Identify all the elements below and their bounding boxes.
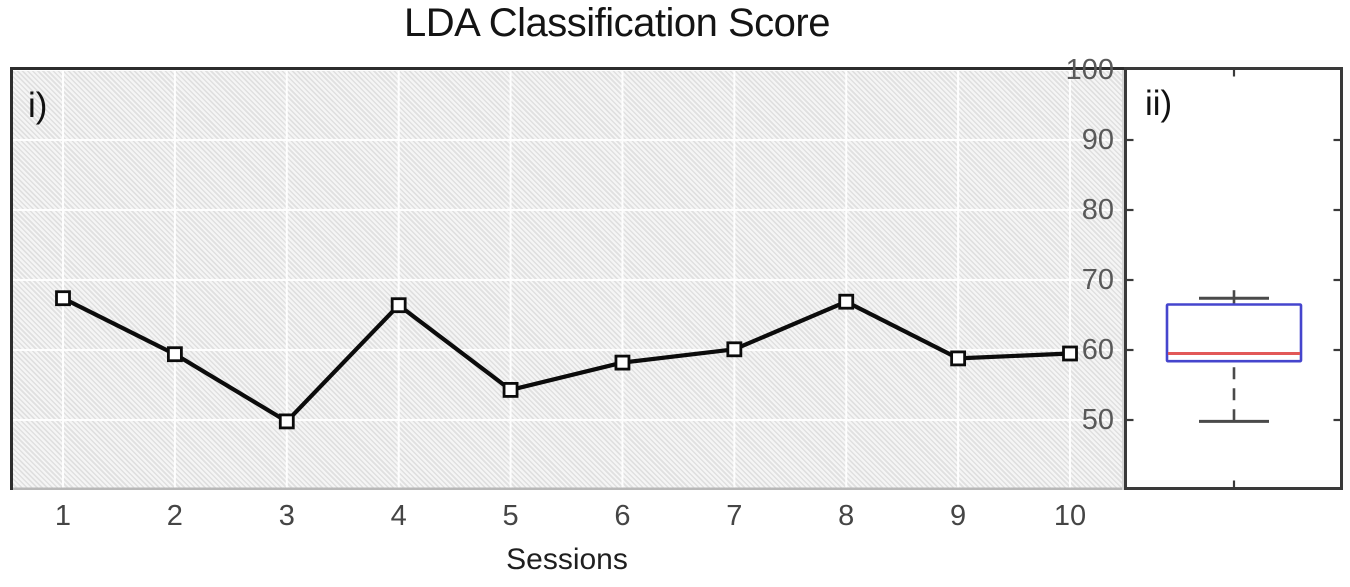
boxplot-frame xyxy=(1124,67,1343,490)
x-tick-label: 1 xyxy=(54,500,72,532)
boxplot-panel xyxy=(1124,67,1343,490)
x-tick-label: 9 xyxy=(950,500,967,532)
boxplot-whiskers xyxy=(1199,290,1269,423)
x-tick-label: 3 xyxy=(278,500,295,532)
x-tick-label: 7 xyxy=(726,500,743,532)
boxplot-box xyxy=(1165,303,1303,363)
line-series xyxy=(60,296,1073,424)
subpanel-label-i: i) xyxy=(28,86,48,125)
chart-title: LDA Classification Score xyxy=(404,1,830,45)
subpanel-label-ii: ii) xyxy=(1145,84,1173,123)
x-axis-tick-labels: 1 2 3 4 5 6 7 8 9 10 xyxy=(0,499,1350,535)
x-tick-label: 5 xyxy=(502,500,519,532)
gridlines xyxy=(10,67,1124,490)
boxplot-axis-ticks xyxy=(1125,68,1342,489)
x-axis-title: Sessions xyxy=(506,543,628,576)
x-tick-label: 2 xyxy=(166,500,183,532)
line-chart-canvas xyxy=(10,67,1124,490)
line-panel-frame xyxy=(10,67,1124,490)
line-series-markers xyxy=(55,290,1078,430)
x-tick-label: 4 xyxy=(390,500,407,532)
x-tick-label: 6 xyxy=(614,500,631,532)
line-chart-panel xyxy=(10,67,1124,490)
x-tick-label: 10 xyxy=(1053,500,1087,532)
boxplot-canvas xyxy=(1124,67,1343,490)
x-tick-label: 8 xyxy=(838,500,855,532)
